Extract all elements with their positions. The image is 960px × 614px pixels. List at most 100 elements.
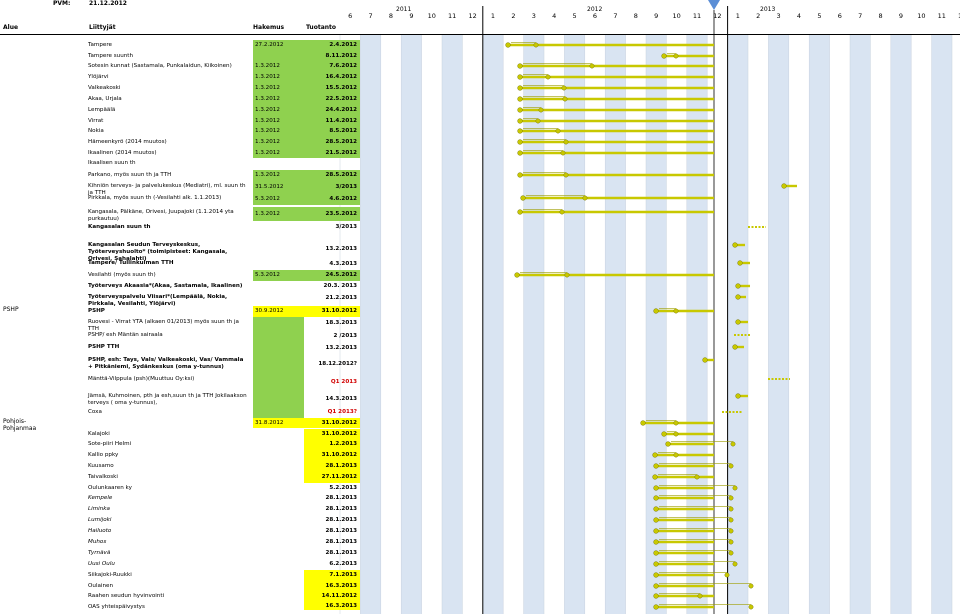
gantt-milestone-dot (535, 118, 541, 124)
row-label: Tampere (88, 42, 112, 48)
gantt-milestone-dot (724, 572, 730, 578)
today-marker-icon (708, 0, 720, 10)
gantt-start-dot (517, 63, 523, 69)
gantt-milestone-dot (563, 172, 569, 178)
row-label: Kalajoki (88, 431, 110, 437)
gantt-start-dot (735, 283, 741, 289)
tuotanto-cell: 22.5.2012 (304, 94, 360, 105)
month-label: 10 (427, 12, 436, 20)
gantt-start-dot (653, 528, 659, 534)
gantt-start-dot (665, 441, 671, 447)
month-label: 2 (756, 12, 761, 20)
gantt-start-dot (702, 357, 708, 363)
month-label: 12 (958, 12, 960, 20)
tuotanto-cell: 8.5.2012 (304, 126, 360, 137)
month-label: 10 (917, 12, 926, 20)
gantt-start-dot (653, 583, 659, 589)
gantt-start-dot (732, 344, 738, 350)
hakemus-cell (253, 51, 304, 61)
row-label: Työterveyspalvelu Viisari*(Lempäälä, Nok… (88, 294, 228, 307)
gantt-milestone-dot (730, 441, 736, 447)
tuotanto-cell: 28.1.2013 (325, 528, 358, 534)
tuotanto-cell: 21.2.2013 (325, 295, 358, 301)
tuotanto-cell: 14.11.2012 (304, 591, 360, 602)
month-label: 8 (878, 12, 883, 20)
gantt-start-dot (653, 495, 659, 501)
tuotanto-cell: 1.2.2013 (304, 439, 360, 450)
gantt-milestone-dot (748, 583, 754, 589)
gantt-start-dot (514, 272, 520, 278)
gantt-milestone-dot (694, 474, 700, 480)
year-2011: 2011 (396, 6, 412, 13)
hakemus-cell: 1.3.2012 (253, 105, 304, 116)
month-column (768, 35, 789, 614)
tuotanto-cell: 31.10.2012 (304, 429, 360, 439)
month-label: 4 (796, 12, 802, 20)
tuotanto-cell: 3/2013 (335, 224, 357, 230)
month-label: 9 (898, 12, 904, 20)
row-label: Ikaalinen (2014 muutos) (88, 150, 157, 156)
tuotanto-cell: 7.1.2013 (304, 570, 360, 581)
row-label: Coxa (88, 409, 102, 415)
row-label: Jämsä, Kuhmoinen, pth ja esh,suun th ja … (88, 393, 247, 406)
gantt-start-dot (781, 183, 787, 189)
gantt-start-dot (653, 308, 659, 314)
hakemus-cell: 1.3.2012 (253, 207, 304, 221)
row-label: OAS yhteispäivystys (88, 604, 145, 610)
gantt-milestone-dot (538, 107, 544, 113)
gantt-milestone-dot (673, 53, 679, 59)
row-label: Ikaalisen suun th (88, 160, 136, 166)
gantt-start-dot (653, 604, 659, 610)
gantt-start-dot (505, 42, 511, 48)
hakemus-cell (253, 407, 304, 418)
col-header-liittyjat: Liittyjät (89, 24, 116, 31)
gantt-start-dot (735, 294, 741, 300)
tuotanto-cell: 18.12.2012? (318, 361, 357, 367)
tuotanto-cell: 28.1.2013 (304, 461, 360, 472)
tuotanto-cell: 4.3.2013 (329, 261, 357, 267)
month-label: 7 (613, 12, 618, 20)
month-column (360, 35, 381, 614)
tuotanto-cell: 28.1.2013 (325, 495, 358, 501)
month-column (850, 35, 871, 614)
row-label: Ruovesi - Virrat YTA (alkaen 01/2013) my… (88, 319, 239, 332)
row-label: Lempäälä (88, 107, 116, 113)
hakemus-cell (253, 317, 304, 330)
gantt-start-dot (653, 485, 659, 491)
row-label: Parkano, myös suun th ja TTH (88, 172, 172, 178)
gantt-start-dot (517, 96, 523, 102)
region-pshp: PSHP (3, 306, 19, 313)
gantt-start-dot (653, 561, 659, 567)
month-label: 8 (633, 12, 638, 20)
row-label: Lumijoki (88, 517, 112, 523)
hakemus-cell: 5.3.2012 (253, 270, 304, 281)
tuotanto-cell: 3/2013 (304, 181, 360, 193)
tuotanto-cell: 16.4.2012 (304, 72, 360, 83)
row-label: Kuusamo (88, 463, 114, 469)
tuotanto-cell: 11.4.2012 (304, 116, 360, 126)
month-label: 3 (776, 12, 781, 20)
row-label: Tampere suunth (88, 53, 134, 59)
row-label: Kihniön terveys- ja palvelukeskus (Media… (88, 183, 246, 196)
tuotanto-cell: 28.5.2012 (304, 137, 360, 148)
pvm-date: 21.12.2012 (89, 0, 127, 7)
month-label: 11 (448, 12, 457, 20)
gantt-milestone-dot (673, 308, 679, 314)
gantt-start-dot (732, 242, 738, 248)
row-label: Sotesin kunnat (Sastamala, Punkalaidun, … (88, 63, 232, 69)
month-label: 7 (368, 12, 373, 20)
region-pohjois-pohjanmaa: Pohjois-Pohjanmaa (3, 418, 37, 432)
gantt-milestone-dot (582, 195, 588, 201)
tuotanto-cell: 13.2.2013 (325, 345, 358, 351)
month-column (523, 35, 544, 614)
gantt-start-dot (640, 420, 646, 426)
gantt-start-dot (517, 85, 523, 91)
gantt-start-dot (653, 517, 659, 523)
tuotanto-cell: 28.1.2013 (325, 506, 358, 512)
gantt-start-dot (517, 209, 523, 215)
month-label: 12 (468, 12, 477, 20)
month-column (727, 35, 748, 614)
row-label: PSHP/ esh Mäntän sairaala (88, 332, 163, 338)
gantt-milestone-dot (732, 485, 738, 491)
month-column (686, 35, 708, 614)
